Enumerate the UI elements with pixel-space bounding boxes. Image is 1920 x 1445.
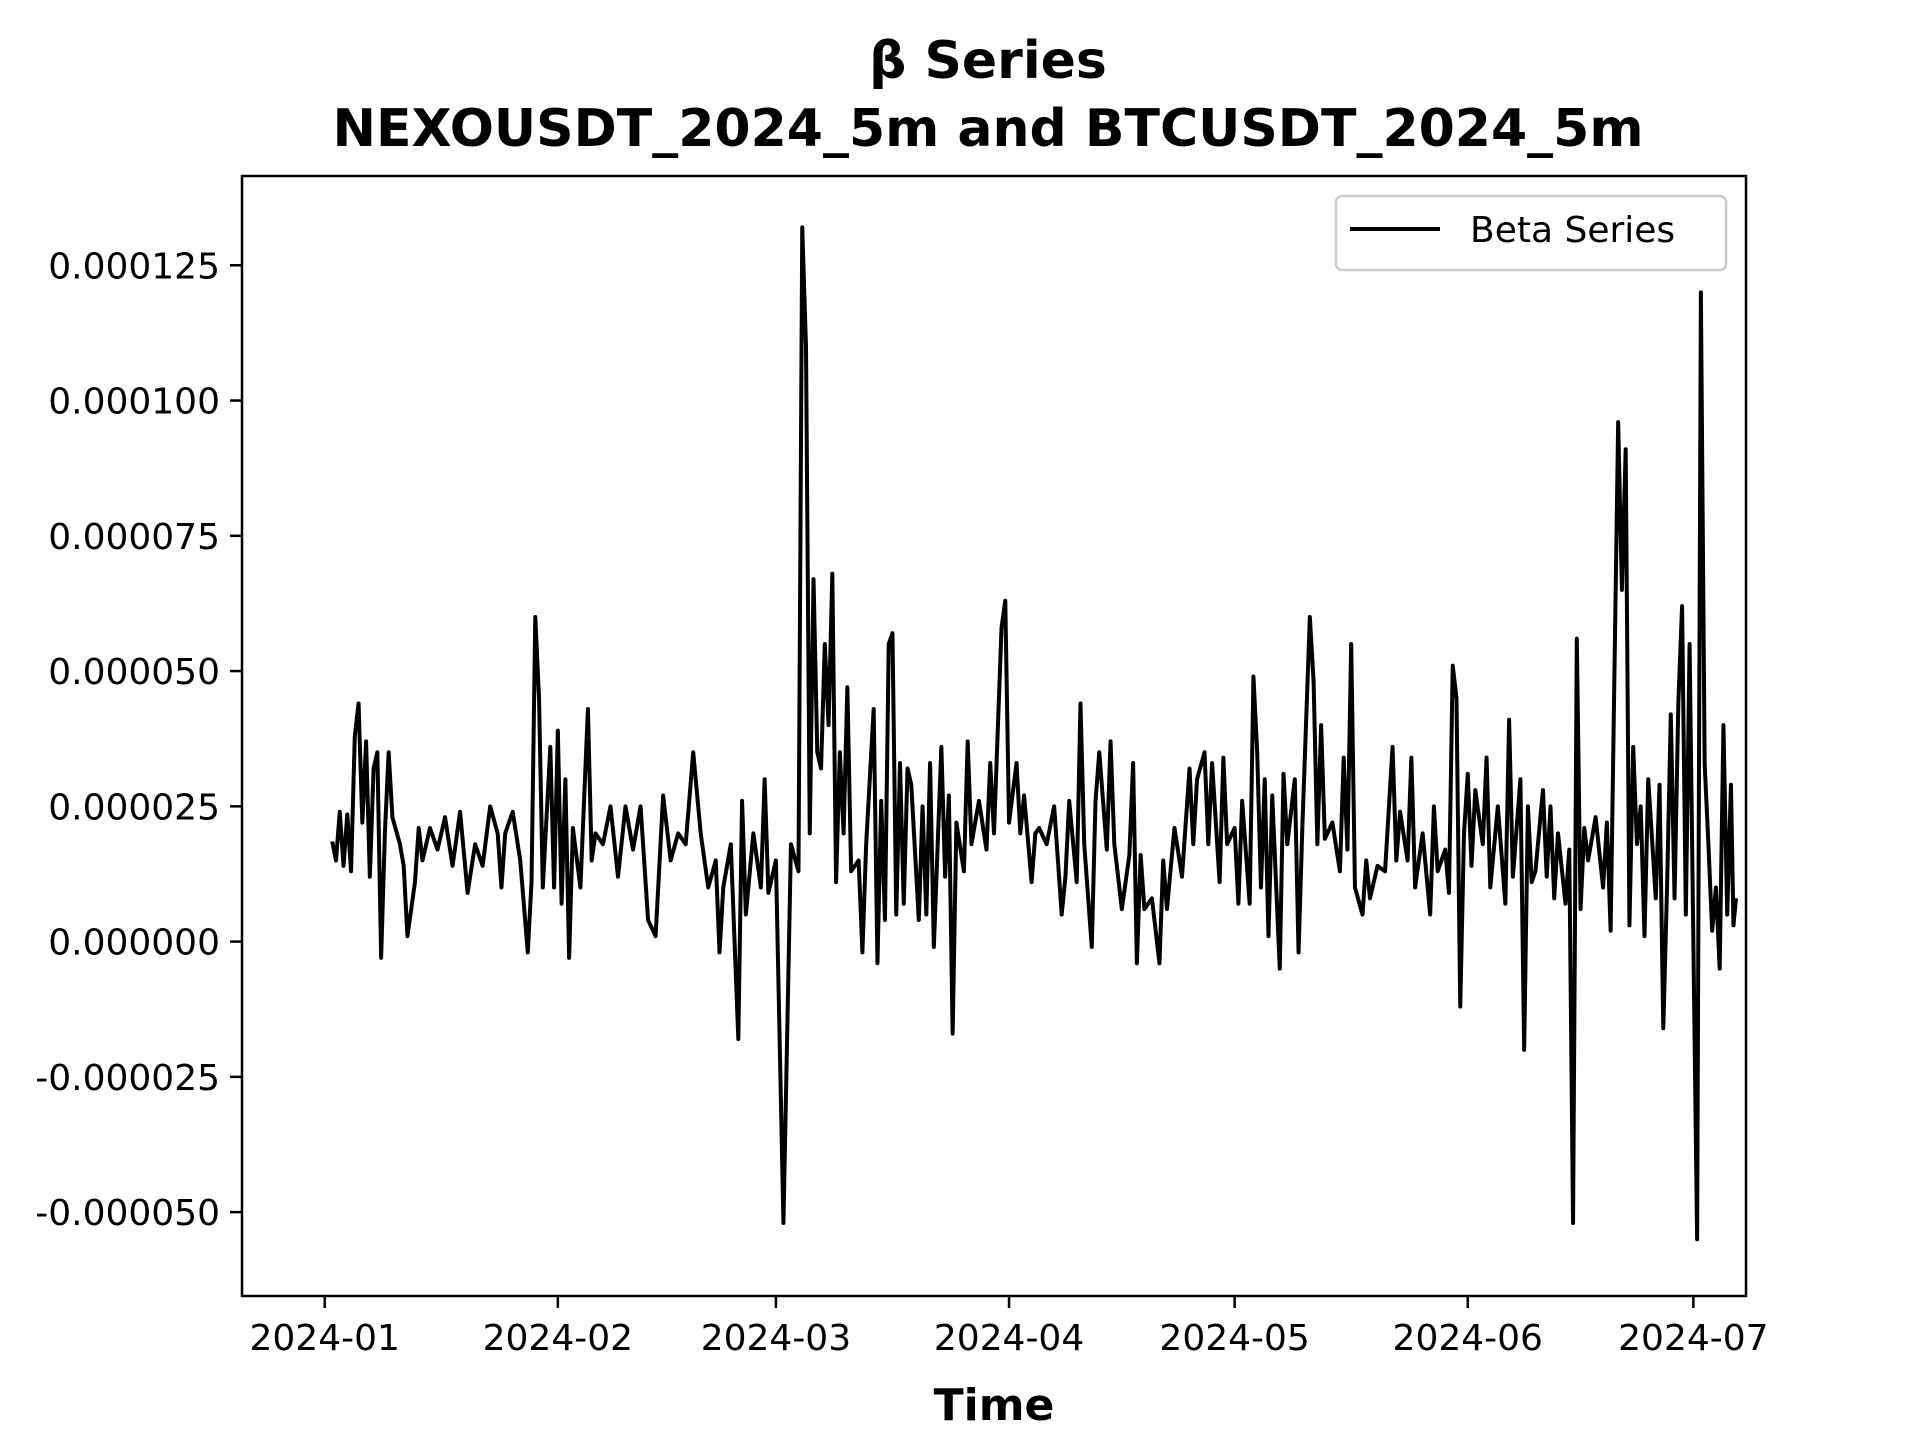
series-line-beta — [330, 225, 1738, 1242]
legend-box — [1334, 194, 1728, 272]
x-tick-label: 2024-03 — [701, 1318, 851, 1359]
y-tick-label: 0.000000 — [48, 923, 220, 964]
y-tick-label: 0.000025 — [48, 787, 220, 828]
y-tick-label: -0.000050 — [35, 1193, 220, 1234]
x-axis-label: Time — [934, 1380, 1055, 1431]
y-axis: -0.000050 -0.000025 0.000000 0.000025 0.0000… — [35, 246, 242, 1234]
x-tick-label: 2024-05 — [1159, 1318, 1309, 1359]
y-tick-label: 0.000125 — [48, 246, 220, 287]
x-tick-label: 2024-04 — [934, 1318, 1084, 1359]
x-tick-label: 2024-07 — [1618, 1318, 1768, 1359]
plot-frame — [240, 174, 1748, 1298]
x-tick-label: 2024-02 — [483, 1318, 633, 1359]
y-tick-label: 0.000050 — [48, 652, 220, 693]
chart-title-line-1: β Series — [869, 31, 1107, 91]
x-tick-label: 2024-01 — [250, 1318, 400, 1359]
x-axis: 2024-01 2024-02 2024-03 2024-04 2024-05 2024-… — [250, 1296, 1769, 1359]
legend-label-beta: Beta Series — [1470, 210, 1675, 251]
y-tick-label: 0.000075 — [48, 517, 220, 558]
legend: Beta Series — [1334, 194, 1728, 272]
x-tick-label: 2024-06 — [1393, 1318, 1543, 1359]
y-tick-label: -0.000025 — [35, 1058, 220, 1099]
y-tick-label: 0.000100 — [48, 382, 220, 423]
chart-title-line-2: NEXOUSDT_2024_5m and BTCUSDT_2024_5m — [332, 99, 1643, 159]
